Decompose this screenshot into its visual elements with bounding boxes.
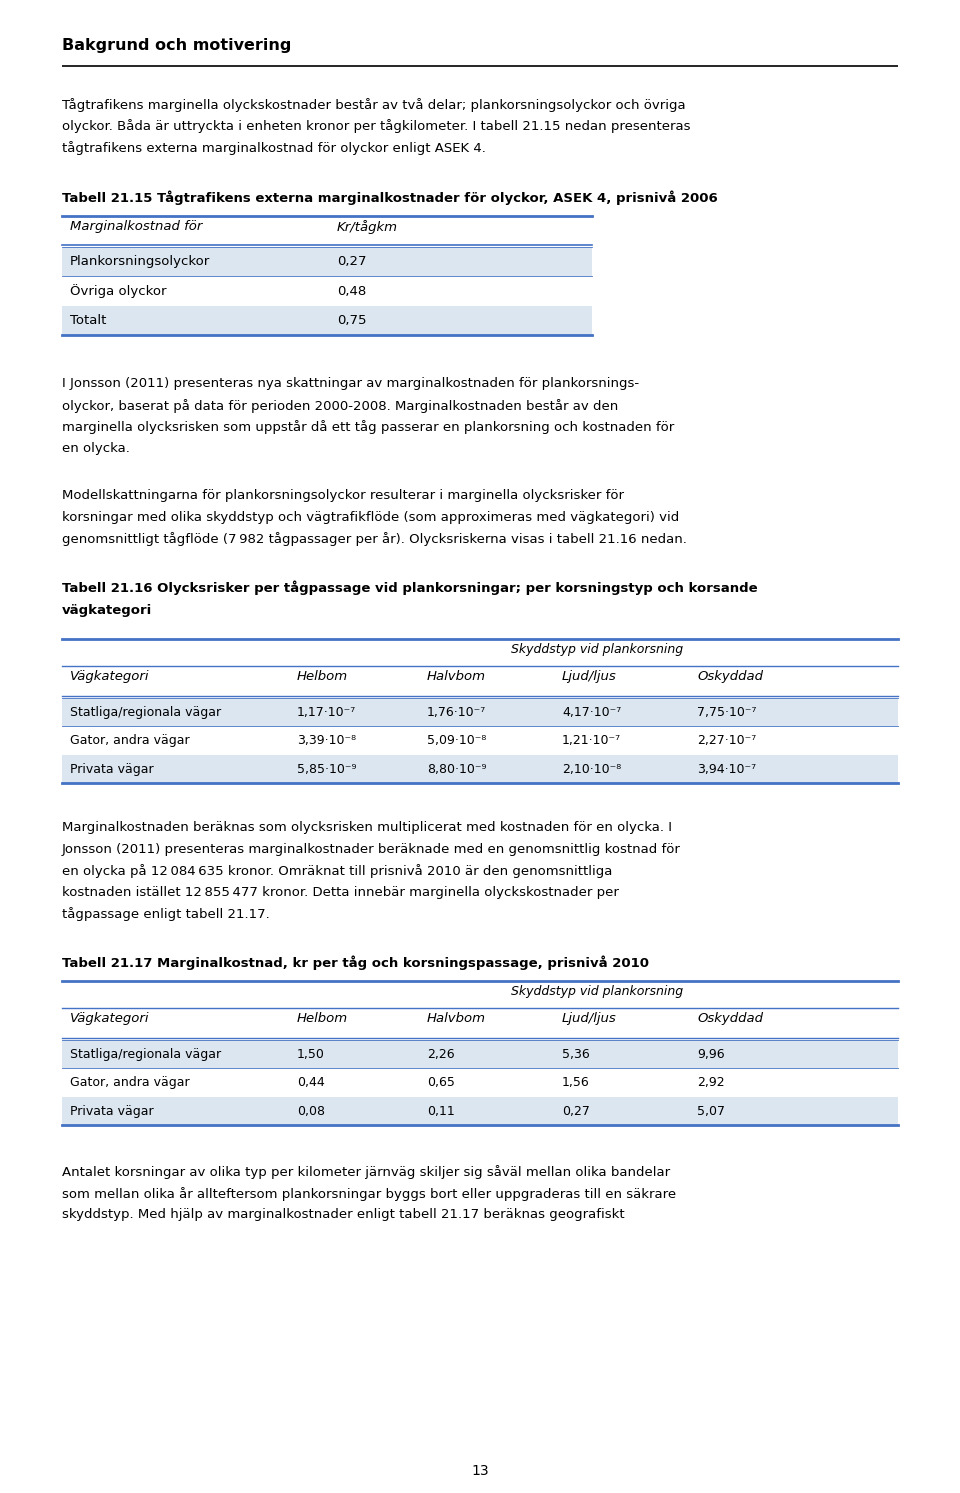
Text: vägkategori: vägkategori xyxy=(62,605,153,618)
Bar xyxy=(62,1041,898,1069)
Bar xyxy=(62,1069,898,1097)
Text: Tabell 21.16 Olycksrisker per tågpassage vid plankorsningar; per korsningstyp oc: Tabell 21.16 Olycksrisker per tågpassage… xyxy=(62,579,757,594)
Bar xyxy=(62,727,898,755)
Text: Halvbom: Halvbom xyxy=(427,1012,486,1026)
Text: Gator, andra vägar: Gator, andra vägar xyxy=(70,1076,190,1090)
Bar xyxy=(62,755,898,784)
Text: Tågtrafikens marginella olyckskostnader består av två delar; plankorsningsolycko: Tågtrafikens marginella olyckskostnader … xyxy=(62,99,685,112)
Text: Ljud/ljus: Ljud/ljus xyxy=(562,670,616,684)
Text: en olycka på 12 084 635 kronor. Omräknat till prisnivå 2010 är den genomsnittlig: en olycka på 12 084 635 kronor. Omräknat… xyxy=(62,864,612,878)
Text: korsningar med olika skyddstyp och vägtrafikflöde (som approximeras med vägkateg: korsningar med olika skyddstyp och vägtr… xyxy=(62,511,680,524)
Text: tågpassage enligt tabell 21.17.: tågpassage enligt tabell 21.17. xyxy=(62,908,270,921)
Text: Ljud/ljus: Ljud/ljus xyxy=(562,1012,616,1026)
Text: Marginalkostnaden beräknas som olycksrisken multiplicerat med kostnaden för en o: Marginalkostnaden beräknas som olycksris… xyxy=(62,821,672,835)
Text: genomsnittligt tågflöde (7 982 tågpassager per år). Olycksriskerna visas i tabel: genomsnittligt tågflöde (7 982 tågpassag… xyxy=(62,533,686,546)
Text: 0,65: 0,65 xyxy=(427,1076,455,1090)
Text: Antalet korsningar av olika typ per kilometer järnväg skiljer sig såväl mellan o: Antalet korsningar av olika typ per kilo… xyxy=(62,1166,670,1179)
Text: kostnaden istället 12 855 477 kronor. Detta innebär marginella olyckskostnader p: kostnaden istället 12 855 477 kronor. De… xyxy=(62,885,619,899)
Text: 3,39·10⁻⁸: 3,39·10⁻⁸ xyxy=(297,735,356,748)
Text: 1,21·10⁻⁷: 1,21·10⁻⁷ xyxy=(562,735,621,748)
Bar xyxy=(62,699,898,727)
Bar xyxy=(62,306,592,336)
Text: 1,17·10⁻⁷: 1,17·10⁻⁷ xyxy=(297,706,356,718)
Text: Helbom: Helbom xyxy=(297,1012,348,1026)
Text: 0,48: 0,48 xyxy=(337,285,367,297)
Bar xyxy=(62,276,592,306)
Text: Tabell 21.17 Marginalkostnad, kr per tåg och korsningspassage, prisnivå 2010: Tabell 21.17 Marginalkostnad, kr per tåg… xyxy=(62,956,649,969)
Text: en olycka.: en olycka. xyxy=(62,442,130,455)
Text: 8,80·10⁻⁹: 8,80·10⁻⁹ xyxy=(427,763,487,776)
Text: 5,07: 5,07 xyxy=(697,1105,725,1118)
Text: 2,27·10⁻⁷: 2,27·10⁻⁷ xyxy=(697,735,756,748)
Text: Statliga/regionala vägar: Statliga/regionala vägar xyxy=(70,706,221,718)
Text: 0,27: 0,27 xyxy=(337,255,367,269)
Bar xyxy=(62,1097,898,1126)
Text: Statliga/regionala vägar: Statliga/regionala vägar xyxy=(70,1048,221,1060)
Text: Totalt: Totalt xyxy=(70,314,107,327)
Text: 1,76·10⁻⁷: 1,76·10⁻⁷ xyxy=(427,706,487,718)
Text: Vägkategori: Vägkategori xyxy=(70,1012,150,1026)
Text: 5,36: 5,36 xyxy=(562,1048,589,1060)
Text: 0,08: 0,08 xyxy=(297,1105,325,1118)
Text: Helbom: Helbom xyxy=(297,670,348,684)
Text: Halvbom: Halvbom xyxy=(427,670,486,684)
Text: Privata vägar: Privata vägar xyxy=(70,763,154,776)
Text: Bakgrund och motivering: Bakgrund och motivering xyxy=(62,37,292,52)
Text: Kr/tågkm: Kr/tågkm xyxy=(337,221,398,234)
Text: 2,26: 2,26 xyxy=(427,1048,455,1060)
Text: 4,17·10⁻⁷: 4,17·10⁻⁷ xyxy=(562,706,621,718)
Bar xyxy=(62,246,592,276)
Text: 9,96: 9,96 xyxy=(697,1048,725,1060)
Text: som mellan olika år allteftersom plankorsningar byggs bort eller uppgraderas til: som mellan olika år allteftersom plankor… xyxy=(62,1187,676,1200)
Text: 2,10·10⁻⁸: 2,10·10⁻⁸ xyxy=(562,763,621,776)
Text: 2,92: 2,92 xyxy=(697,1076,725,1090)
Text: Marginalkostnad för: Marginalkostnad för xyxy=(70,221,203,233)
Text: Oskyddad: Oskyddad xyxy=(697,1012,763,1026)
Text: skyddstyp. Med hjälp av marginalkostnader enligt tabell 21.17 beräknas geografis: skyddstyp. Med hjälp av marginalkostnade… xyxy=(62,1208,625,1221)
Text: I Jonsson (2011) presenteras nya skattningar av marginalkostnaden för plankorsni: I Jonsson (2011) presenteras nya skattni… xyxy=(62,378,639,391)
Text: Övriga olyckor: Övriga olyckor xyxy=(70,284,166,299)
Text: 1,50: 1,50 xyxy=(297,1048,324,1060)
Text: 7,75·10⁻⁷: 7,75·10⁻⁷ xyxy=(697,706,756,718)
Text: Skyddstyp vid plankorsning: Skyddstyp vid plankorsning xyxy=(512,643,684,655)
Text: 3,94·10⁻⁷: 3,94·10⁻⁷ xyxy=(697,763,756,776)
Text: Jonsson (2011) presenteras marginalkostnader beräknade med en genomsnittlig kost: Jonsson (2011) presenteras marginalkostn… xyxy=(62,844,681,855)
Text: 1,56: 1,56 xyxy=(562,1076,589,1090)
Text: 0,11: 0,11 xyxy=(427,1105,455,1118)
Text: 0,75: 0,75 xyxy=(337,314,367,327)
Text: Modellskattningarna för plankorsningsolyckor resulterar i marginella olycksriske: Modellskattningarna för plankorsningsoly… xyxy=(62,490,624,503)
Text: Privata vägar: Privata vägar xyxy=(70,1105,154,1118)
Text: Oskyddad: Oskyddad xyxy=(697,670,763,684)
Text: Vägkategori: Vägkategori xyxy=(70,670,150,684)
Text: 5,85·10⁻⁹: 5,85·10⁻⁹ xyxy=(297,763,356,776)
Text: olyckor. Båda är uttryckta i enheten kronor per tågkilometer. I tabell 21.15 ned: olyckor. Båda är uttryckta i enheten kro… xyxy=(62,119,690,133)
Text: Plankorsningsolyckor: Plankorsningsolyckor xyxy=(70,255,210,269)
Text: 13: 13 xyxy=(471,1465,489,1478)
Text: Gator, andra vägar: Gator, andra vägar xyxy=(70,735,190,748)
Text: 0,27: 0,27 xyxy=(562,1105,589,1118)
Text: Tabell 21.15 Tågtrafikens externa marginalkostnader för olyckor, ASEK 4, prisniv: Tabell 21.15 Tågtrafikens externa margin… xyxy=(62,191,718,205)
Text: 5,09·10⁻⁸: 5,09·10⁻⁸ xyxy=(427,735,487,748)
Text: Skyddstyp vid plankorsning: Skyddstyp vid plankorsning xyxy=(512,985,684,997)
Text: tågtrafikens externa marginalkostnad för olyckor enligt ASEK 4.: tågtrafikens externa marginalkostnad för… xyxy=(62,140,486,155)
Text: 0,44: 0,44 xyxy=(297,1076,324,1090)
Text: marginella olycksrisken som uppstår då ett tåg passerar en plankorsning och kost: marginella olycksrisken som uppstår då e… xyxy=(62,421,674,434)
Text: olyckor, baserat på data för perioden 2000-2008. Marginalkostnaden består av den: olyckor, baserat på data för perioden 20… xyxy=(62,399,618,414)
